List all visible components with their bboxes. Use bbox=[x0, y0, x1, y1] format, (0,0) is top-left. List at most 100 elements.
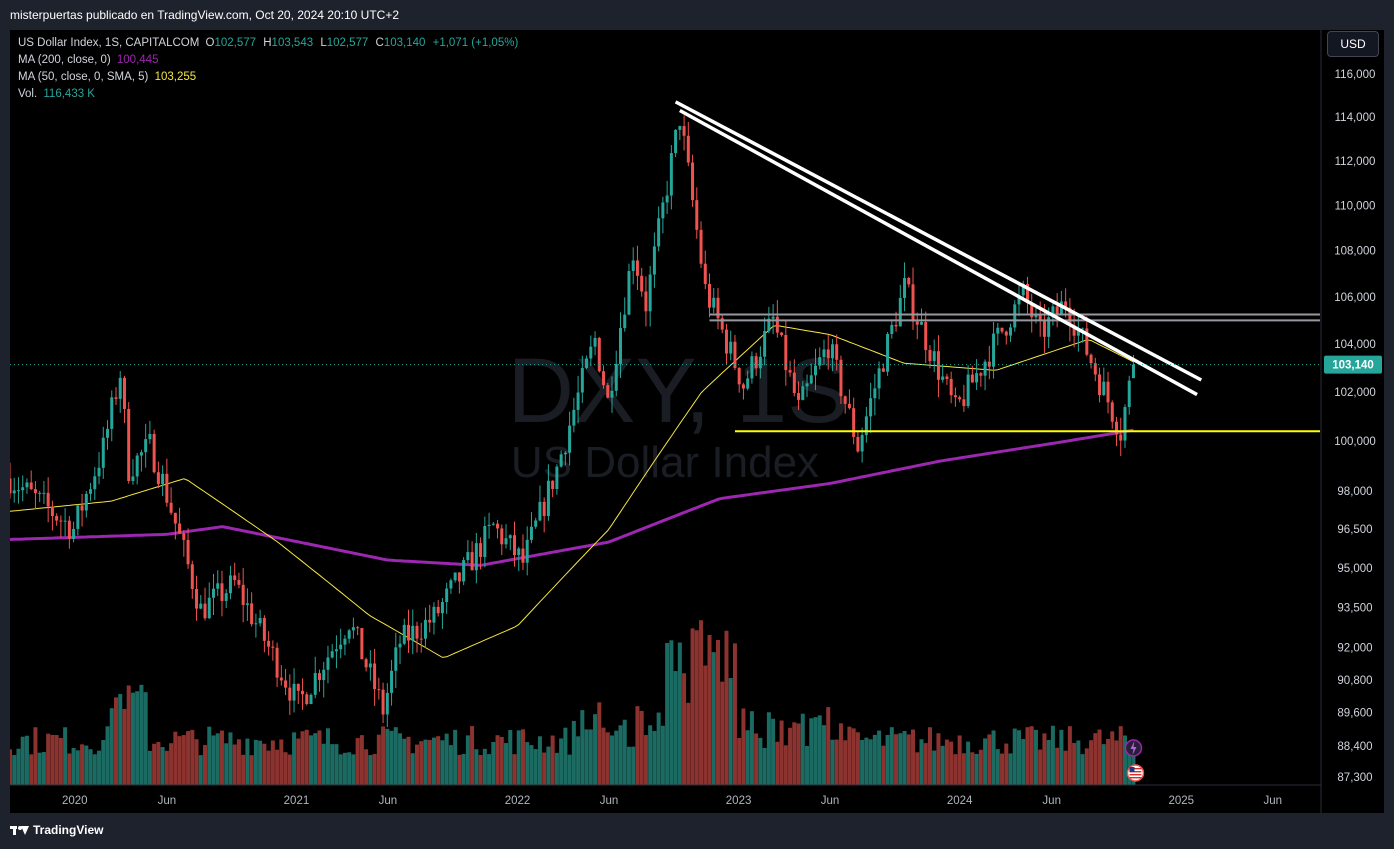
volume-bar bbox=[228, 732, 233, 785]
ma50-line bbox=[10, 325, 1134, 658]
candle-body bbox=[139, 452, 143, 456]
volume-bar bbox=[190, 729, 195, 785]
volume-bar bbox=[796, 723, 801, 785]
published-by-line: misterpuertas publicado en TradingView.c… bbox=[10, 8, 399, 22]
volume-bar bbox=[783, 745, 788, 785]
chart-frame[interactable]: DXY, 1S US Dollar Index 2020 Jun 2021 Jun 2022… bbox=[10, 30, 1384, 813]
x-tick-label: Jun bbox=[158, 795, 177, 807]
volume-bar bbox=[1012, 728, 1017, 785]
candle-body bbox=[724, 329, 728, 354]
candle-body bbox=[1068, 307, 1072, 326]
candle-body bbox=[63, 520, 67, 522]
volume-bar bbox=[203, 745, 208, 785]
volume-bar bbox=[194, 739, 199, 785]
candle-body bbox=[674, 129, 678, 154]
x-tick-label: 2020 bbox=[62, 795, 88, 807]
volume-bar bbox=[287, 754, 292, 785]
volume-bar bbox=[1093, 733, 1098, 785]
candle-body bbox=[623, 314, 627, 329]
candle-body bbox=[508, 535, 512, 539]
volume-bar bbox=[588, 729, 593, 785]
volume-bar bbox=[448, 745, 453, 785]
legend-volume-row[interactable]: Vol. 116,433 K bbox=[18, 86, 522, 103]
candle-body bbox=[839, 359, 843, 397]
candle-body bbox=[419, 638, 423, 640]
candle-body bbox=[500, 528, 504, 545]
candle-body bbox=[80, 505, 84, 511]
volume-bar bbox=[940, 745, 945, 785]
candle-body bbox=[644, 291, 648, 312]
candle-body bbox=[356, 627, 360, 629]
legend-symbol-row[interactable]: US Dollar Index, 1S, CAPITALCOM O102,577… bbox=[18, 35, 522, 52]
x-tick-label: 2025 bbox=[1169, 795, 1195, 807]
candle-body bbox=[996, 327, 1000, 334]
candle-body bbox=[546, 480, 550, 516]
candle-body bbox=[788, 370, 792, 373]
candle-body bbox=[423, 619, 427, 639]
volume-bar bbox=[181, 735, 186, 785]
currency-button[interactable]: USD bbox=[1327, 31, 1379, 57]
open-value: 102,577 bbox=[214, 37, 257, 49]
legend-ma200-row[interactable]: MA (200, close, 0) 100,445 bbox=[18, 52, 522, 69]
candle-body bbox=[1123, 407, 1127, 441]
volume-bar bbox=[474, 749, 479, 785]
volume-bar bbox=[567, 754, 572, 785]
candle-body bbox=[610, 390, 614, 398]
candle-body bbox=[1131, 364, 1135, 379]
candle-body bbox=[131, 476, 135, 482]
candle-body bbox=[665, 195, 669, 203]
x-tick-label: 2021 bbox=[284, 795, 310, 807]
x-tick-label: 2024 bbox=[947, 795, 973, 807]
volume-bar bbox=[762, 747, 767, 785]
candle-body bbox=[758, 356, 762, 369]
candle-body bbox=[1106, 381, 1110, 403]
volume-bar bbox=[643, 735, 648, 785]
volume-bar bbox=[1089, 740, 1094, 785]
candle-body bbox=[1093, 363, 1097, 375]
volume-bar bbox=[771, 718, 776, 785]
volume-bar bbox=[872, 734, 877, 785]
volume-bar bbox=[275, 749, 280, 785]
candle-body bbox=[928, 350, 932, 362]
volume-bar bbox=[139, 684, 144, 785]
candle-body bbox=[856, 436, 860, 452]
volume-bar bbox=[122, 708, 127, 785]
candle-body bbox=[135, 455, 139, 477]
volume-bar bbox=[321, 743, 326, 785]
volume-bar bbox=[715, 639, 720, 785]
candle-body bbox=[347, 630, 351, 639]
volume-bar bbox=[304, 729, 309, 785]
candle-body bbox=[1098, 374, 1102, 396]
candle-body bbox=[262, 618, 266, 641]
volume-bar bbox=[495, 735, 500, 785]
volume-bar bbox=[24, 735, 29, 785]
volume-bar bbox=[682, 673, 687, 785]
volume-bar bbox=[987, 734, 992, 785]
candle-body bbox=[195, 588, 199, 609]
volume-bar bbox=[800, 713, 805, 785]
candle-body bbox=[292, 683, 296, 701]
candle-body bbox=[479, 543, 483, 557]
volume-bar bbox=[97, 750, 102, 785]
volume-bar bbox=[898, 733, 903, 785]
volume-bar bbox=[279, 739, 284, 785]
candle-body bbox=[512, 535, 516, 556]
tradingview-logo[interactable]: TradingView bbox=[10, 823, 103, 837]
volume-bar bbox=[516, 730, 521, 785]
footer-bar bbox=[0, 813, 1394, 849]
candle-body bbox=[792, 372, 796, 394]
candle-body bbox=[72, 528, 76, 539]
ma200-value: 100,445 bbox=[116, 54, 159, 66]
volume-bar bbox=[885, 734, 890, 785]
volume-bar bbox=[266, 750, 271, 785]
candle-body bbox=[173, 512, 177, 524]
y-tick-label: 110,000 bbox=[1335, 200, 1376, 212]
y-tick-label: 90,800 bbox=[1337, 675, 1372, 687]
candle-body bbox=[101, 437, 105, 468]
candle-body bbox=[919, 322, 923, 325]
volume-bar bbox=[198, 755, 203, 785]
volume-bar bbox=[1118, 726, 1123, 785]
legend-ma50-row[interactable]: MA (50, close, 0, SMA, 5) 103,255 bbox=[18, 69, 522, 86]
volume-bar bbox=[482, 748, 487, 785]
